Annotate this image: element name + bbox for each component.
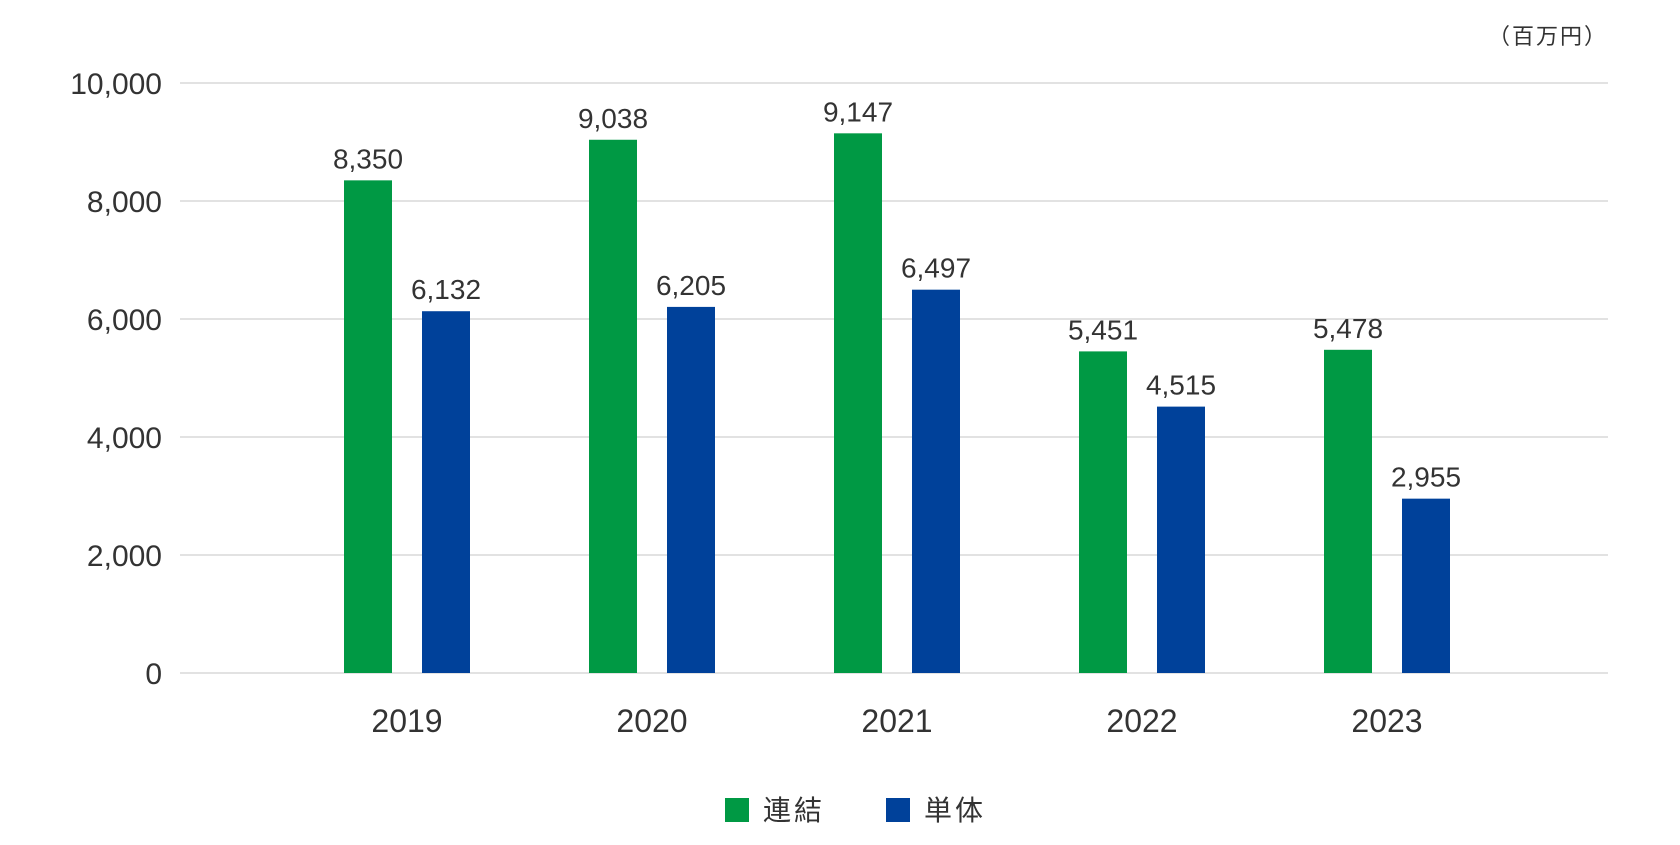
data-label: 9,038 (578, 103, 648, 134)
y-tick-label: 0 (145, 658, 162, 691)
y-tick-label: 8,000 (87, 186, 162, 219)
data-label: 2,955 (1391, 462, 1461, 493)
data-label: 5,478 (1313, 313, 1383, 344)
bar-standalone-2023 (1402, 498, 1450, 673)
y-tick-label: 10,000 (70, 68, 162, 101)
x-tick-label: 2022 (1106, 703, 1177, 739)
unit-label: （百万円） (1488, 24, 1608, 49)
bar-standalone-2019 (422, 311, 470, 673)
bar-consolidated-2022 (1079, 351, 1127, 673)
data-label: 5,451 (1068, 314, 1138, 345)
data-label: 9,147 (823, 96, 893, 127)
bar-consolidated-2020 (589, 139, 637, 673)
y-tick-label: 4,000 (87, 422, 162, 455)
bars (344, 133, 1450, 673)
bar-standalone-2020 (667, 306, 715, 673)
bar-consolidated-2021 (834, 133, 882, 673)
legend-swatch (886, 798, 910, 822)
bar-standalone-2021 (912, 289, 960, 673)
legend-label: 連結 (763, 795, 825, 826)
data-label: 6,132 (411, 274, 481, 305)
x-tick-label: 2019 (371, 703, 442, 739)
data-labels: 8,350 6,132 9,038 6,205 9,147 6,497 5,451 4,515… (333, 96, 1461, 492)
data-label: 8,350 (333, 143, 403, 174)
y-tick-label: 6,000 (87, 304, 162, 337)
x-tick-label: 2020 (616, 703, 687, 739)
data-label: 6,205 (656, 270, 726, 301)
x-axis-ticks: 2019 2020 2021 2022 2023 (371, 703, 1422, 739)
bar-consolidated-2019 (344, 180, 392, 673)
legend-label: 単体 (924, 795, 986, 826)
y-axis-ticks: 0 2,000 4,000 6,000 8,000 10,000 (70, 68, 162, 691)
bar-standalone-2022 (1157, 406, 1205, 673)
legend-swatch (725, 798, 749, 822)
x-tick-label: 2021 (861, 703, 932, 739)
data-label: 4,515 (1146, 370, 1216, 401)
y-tick-label: 2,000 (87, 540, 162, 573)
bar-consolidated-2023 (1324, 349, 1372, 673)
data-label: 6,497 (901, 253, 971, 284)
legend: 連結 単体 (725, 795, 986, 826)
x-tick-label: 2023 (1351, 703, 1422, 739)
